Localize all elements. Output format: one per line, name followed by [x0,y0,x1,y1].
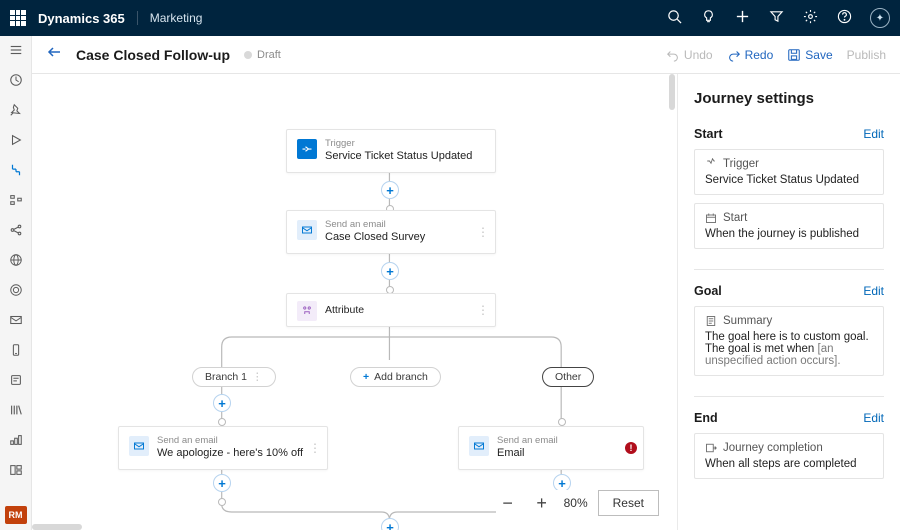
journey-canvas[interactable]: Trigger Service Ticket Status Updated + … [32,74,678,530]
more-icon[interactable]: ⋮ [309,441,321,455]
error-icon[interactable]: ! [625,442,637,454]
filter-icon[interactable] [768,8,784,24]
gear-icon[interactable] [802,8,818,24]
node-email-apology[interactable]: Send an email We apologize - here's 10% … [118,426,328,470]
zoom-controls: − + 80% Reset [496,490,659,516]
persona-badge[interactable]: RM [5,506,27,524]
divider [694,396,884,397]
divider [694,269,884,270]
pin-icon[interactable] [8,102,24,118]
node-attribute[interactable]: Attribute ⋮ [286,293,496,327]
card-trigger[interactable]: Trigger Service Ticket Status Updated [694,149,884,195]
section-end: End Edit Journey completion When all ste… [694,411,884,479]
trigger-icon [297,139,317,159]
page-title: Case Closed Follow-up [76,47,230,63]
more-icon[interactable]: ⋮ [477,303,489,317]
search-icon[interactable] [666,8,682,24]
zoom-in-button[interactable]: + [530,491,554,515]
save-button[interactable]: Save [787,48,832,62]
connector-dot [218,498,226,506]
attribute-icon [297,301,317,321]
library-icon[interactable] [8,402,24,418]
journey-icon[interactable] [8,162,24,178]
node-email-survey[interactable]: Send an email Case Closed Survey ⋮ [286,210,496,254]
card-goal-summary[interactable]: Summary The goal here is to custom goal.… [694,306,884,376]
add-step-2[interactable]: + [381,262,399,280]
global-header: Dynamics 365 Marketing ✦ [0,0,900,36]
user-avatar[interactable]: ✦ [870,8,890,28]
menu-icon[interactable] [8,42,24,58]
redo-button[interactable]: Redo [727,48,774,62]
header-actions: ✦ [666,8,890,28]
target-icon[interactable] [8,282,24,298]
lightbulb-icon[interactable] [700,8,716,24]
branch-other-pill[interactable]: Other [542,367,594,387]
email-icon [469,436,489,456]
section-start: Start Edit Trigger Service Ticket Status… [694,127,884,249]
add-step-b1[interactable]: + [213,394,231,412]
settings-panel: Journey settings Start Edit Trigger Serv… [678,74,900,530]
edit-end-link[interactable]: Edit [863,411,884,425]
email-icon [297,220,317,240]
form-icon[interactable] [8,372,24,388]
node-email-generic[interactable]: Send an email Email ! [458,426,644,470]
edit-start-link[interactable]: Edit [863,127,884,141]
add-branch-button[interactable]: +Add branch [350,367,441,387]
play-icon[interactable] [8,132,24,148]
brand-name: Dynamics 365 [38,11,125,26]
status-badge: Draft [244,49,281,61]
clock-icon[interactable] [8,72,24,88]
email-icon [129,436,149,456]
edit-goal-link[interactable]: Edit [863,284,884,298]
add-step-b1-2[interactable]: + [213,474,231,492]
back-button[interactable] [46,44,62,65]
app-launcher-icon[interactable] [10,10,26,26]
add-step-end[interactable]: + [381,518,399,530]
panel-title: Journey settings [694,90,884,107]
segments-icon[interactable] [8,192,24,208]
page-header: Case Closed Follow-up Draft Undo Redo Sa… [32,36,900,74]
zoom-out-button[interactable]: − [496,491,520,515]
node-trigger[interactable]: Trigger Service Ticket Status Updated [286,129,496,173]
globe-icon[interactable] [8,252,24,268]
zoom-value: 80% [564,496,588,510]
analytics-icon[interactable] [8,432,24,448]
mail-icon[interactable] [8,312,24,328]
module-name: Marketing [137,11,203,25]
card-completion[interactable]: Journey completion When all steps are co… [694,433,884,479]
section-goal: Goal Edit Summary The goal here is to cu… [694,284,884,376]
card-start[interactable]: Start When the journey is published [694,203,884,249]
help-icon[interactable] [836,8,852,24]
connector-dot [218,418,226,426]
undo-button[interactable]: Undo [666,48,713,62]
more-icon[interactable]: ⋮ [477,225,489,239]
connector-dot [558,418,566,426]
publish-button[interactable]: Publish [847,48,886,62]
branch-1-pill[interactable]: Branch 1⋮ [192,367,276,387]
add-icon[interactable] [734,8,750,24]
zoom-reset-button[interactable]: Reset [598,490,659,516]
nav-rail: RM [0,36,32,530]
more-icon[interactable]: ⋮ [252,371,263,383]
goal-summary-text: The goal here is to custom goal. The goa… [705,331,873,367]
add-step-1[interactable]: + [381,181,399,199]
mobile-icon[interactable] [8,342,24,358]
templates-icon[interactable] [8,462,24,478]
share-icon[interactable] [8,222,24,238]
